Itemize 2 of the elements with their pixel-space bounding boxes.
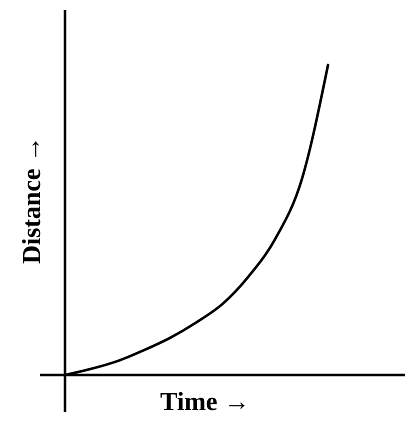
y-axis-title: Distance → xyxy=(17,136,46,264)
x-axis-title: Time → xyxy=(160,387,250,416)
